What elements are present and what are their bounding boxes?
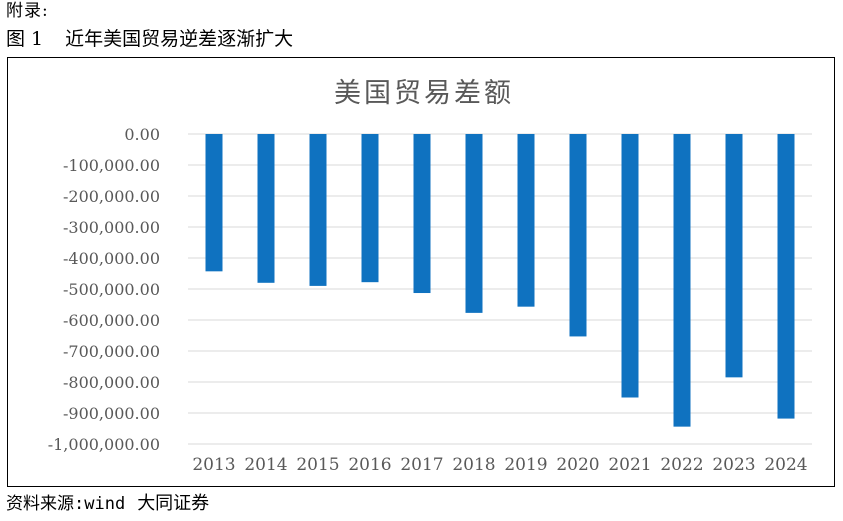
- chart-title: 美国贸易差额: [334, 78, 514, 109]
- x-tick-label: 2020: [556, 455, 599, 475]
- y-tick-label: -900,000.00: [63, 404, 160, 423]
- bar-2022: [673, 134, 691, 427]
- x-tick-label: 2024: [764, 455, 807, 475]
- x-tick-label: 2021: [608, 455, 651, 475]
- bar-2014: [257, 134, 275, 283]
- chart-frame: 美国贸易差额 0.00 -100,000.00 -200,000.00 -300,00…: [7, 57, 835, 487]
- x-tick-label: 2016: [348, 455, 391, 475]
- bar-2020: [569, 134, 587, 337]
- gridlines: [188, 133, 812, 445]
- y-tick-label: -700,000.00: [63, 342, 160, 361]
- bar-2024: [777, 134, 795, 419]
- figure-number: 图 1: [6, 28, 44, 50]
- bars: [205, 134, 795, 427]
- y-tick-label: -100,000.00: [63, 156, 160, 175]
- x-tick-label: 2013: [192, 455, 235, 475]
- appendix-label: 附录:: [6, 1, 49, 21]
- bar-2016: [361, 134, 379, 283]
- y-tick-label: -200,000.00: [63, 187, 160, 206]
- y-tick-label: -400,000.00: [63, 249, 160, 268]
- x-tick-label: 2022: [660, 455, 703, 475]
- x-tick-label: 2019: [504, 455, 547, 475]
- y-tick-label: -600,000.00: [63, 311, 160, 330]
- y-tick-label: -300,000.00: [63, 218, 160, 237]
- source-note: 资料来源:wind 大同证券: [6, 491, 209, 517]
- x-tick-label: 2017: [400, 455, 443, 475]
- x-tick-label: 2015: [296, 455, 339, 475]
- figure-title: 近年美国贸易逆差逐渐扩大: [65, 28, 294, 50]
- y-tick-label: 0.00: [124, 125, 160, 144]
- source-label: 资料来源:wind: [6, 494, 126, 514]
- y-tick-label: -800,000.00: [63, 373, 160, 392]
- x-tick-label: 2014: [244, 455, 287, 475]
- x-tick-label: 2023: [712, 455, 755, 475]
- x-tick-label: 2018: [452, 455, 495, 475]
- figure-caption: 图 1 近年美国贸易逆差逐渐扩大: [6, 26, 293, 52]
- y-tick-label: -500,000.00: [63, 280, 160, 299]
- x-axis-tick-labels: 2013 2014 2015 2016 2017 2018 2019 2020 2021 2022…: [192, 455, 807, 475]
- y-axis-tick-labels: 0.00 -100,000.00 -200,000.00 -300,000.00 -40…: [48, 125, 160, 454]
- bar-2018: [465, 134, 483, 313]
- trade-balance-chart: 美国贸易差额 0.00 -100,000.00 -200,000.00 -300,00…: [48, 78, 812, 475]
- source-org: 大同证券: [137, 493, 210, 514]
- y-tick-label: -1,000,000.00: [48, 435, 160, 454]
- bar-2013: [205, 134, 223, 272]
- bar-2015: [309, 134, 327, 286]
- bar-2019: [517, 134, 535, 307]
- bar-2023: [725, 134, 743, 378]
- bar-2021: [621, 134, 639, 398]
- bar-2017: [413, 134, 431, 294]
